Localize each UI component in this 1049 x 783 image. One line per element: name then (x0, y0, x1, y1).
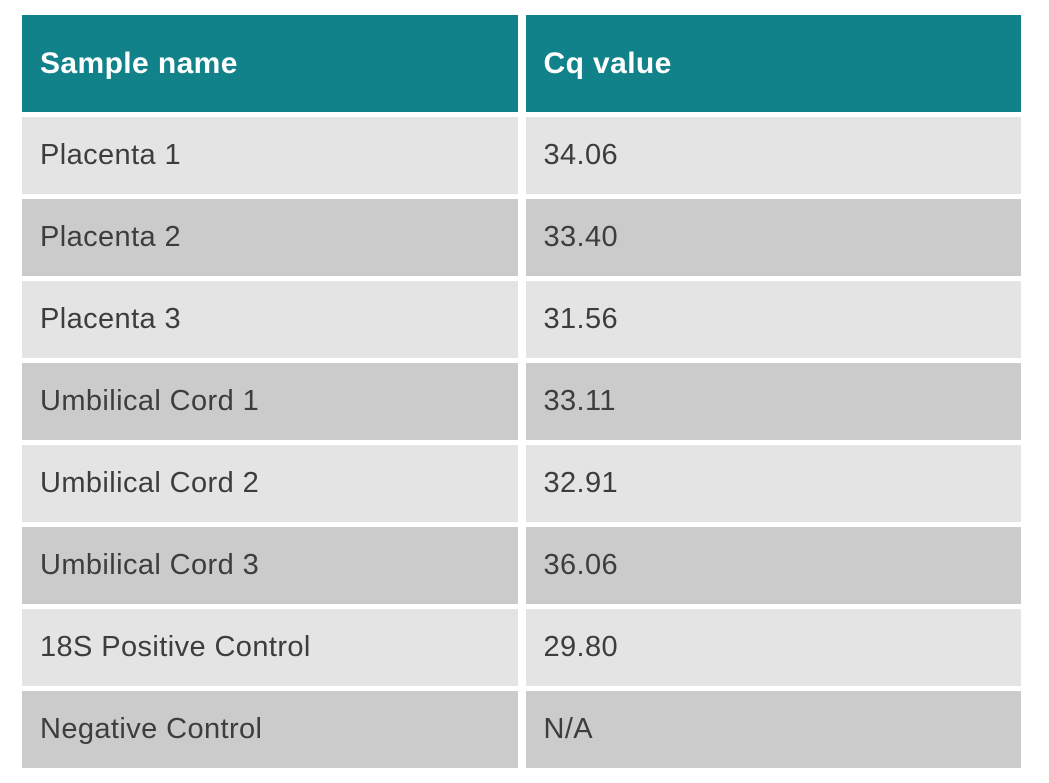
sample-name-cell: Placenta 3 (22, 281, 518, 358)
sample-name-cell: Umbilical Cord 3 (22, 527, 518, 604)
column-header-sample-name: Sample name (22, 15, 518, 112)
sample-name-cell: Umbilical Cord 1 (22, 363, 518, 440)
cq-value-cell: 33.40 (525, 199, 1021, 276)
table-row: Negative Control N/A (22, 691, 1021, 768)
sample-name-cell: Umbilical Cord 2 (22, 445, 518, 522)
cq-value-cell: 31.56 (525, 281, 1021, 358)
table-row: Placenta 1 34.06 (22, 117, 1021, 194)
sample-name-cell: Placenta 1 (22, 117, 518, 194)
table-row: Umbilical Cord 2 32.91 (22, 445, 1021, 522)
sample-name-cell: Placenta 2 (22, 199, 518, 276)
cq-value-cell: N/A (525, 691, 1021, 768)
qpcr-results-table: Sample name Cq value Placenta 1 34.06 Pl… (22, 15, 1021, 768)
sample-name-cell: 18S Positive Control (22, 609, 518, 686)
sample-name-cell: Negative Control (22, 691, 518, 768)
cq-value-cell: 32.91 (525, 445, 1021, 522)
table-header-row: Sample name Cq value (22, 15, 1021, 112)
cq-value-cell: 34.06 (525, 117, 1021, 194)
table-row: 18S Positive Control 29.80 (22, 609, 1021, 686)
table-row: Placenta 3 31.56 (22, 281, 1021, 358)
cq-value-cell: 33.11 (525, 363, 1021, 440)
column-header-cq-value: Cq value (525, 15, 1021, 112)
cq-value-cell: 29.80 (525, 609, 1021, 686)
table-row: Umbilical Cord 1 33.11 (22, 363, 1021, 440)
table-row: Placenta 2 33.40 (22, 199, 1021, 276)
table-row: Umbilical Cord 3 36.06 (22, 527, 1021, 604)
cq-value-cell: 36.06 (525, 527, 1021, 604)
